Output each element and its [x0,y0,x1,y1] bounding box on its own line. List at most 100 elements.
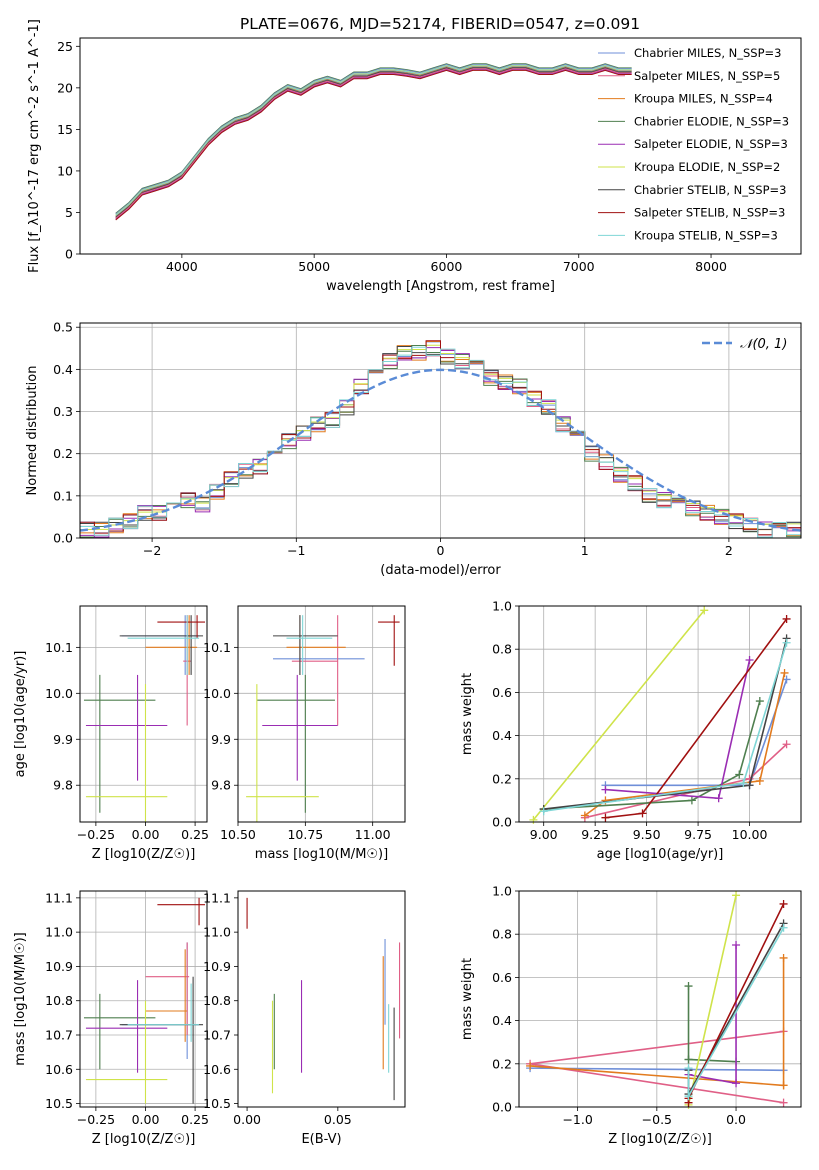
legend-label-normal: 𝒩(0, 1) [740,337,787,352]
legend-label-salpeter_elodie: Salpeter ELODIE, N_SSP=3 [634,137,788,151]
plot-area [80,891,207,1107]
x-tick-label: 9.25 [581,827,609,842]
x-tick-label: −0.25 [77,827,115,842]
weight-point-kroupa_miles [580,811,589,820]
weight-point-salpeter_elodie [601,785,610,794]
axes-frame [79,605,208,823]
weight-point-kroupa_stelib [684,1092,693,1101]
weight-point-kroupa_elodie [700,606,709,615]
x-tick-label: 0.05 [324,1112,352,1127]
x-tick-label: 6000 [431,259,463,274]
y-axis-label: mass weight [460,958,475,1040]
legend-label-kroupa_elodie: Kroupa ELODIE, N_SSP=2 [634,160,780,174]
model-spectrum-salpeter_stelib [115,69,632,221]
x-tick-label: 4000 [166,259,198,274]
panel-age_vs_mass: 10.50 10.75 11.00 9.8 9.9 10.0 10.1 mass [log10… [203,605,406,862]
x-tick-label: 10.50 [220,827,256,842]
x-tick-label: 1 [581,543,589,558]
model-spectrum-chabrier_stelib [115,67,632,218]
weight-point-salpeter_stelib [638,809,647,818]
x-axis-label: E(B-V) [301,1132,341,1147]
y-tick-label: 0.6 [492,970,512,985]
panel-residuals: −2 −1 0 1 2 0.0 0.1 0.2 0.3 0.4 0.5 (data-model)/er… [25,320,802,578]
weight-line-kroupa_elodie [687,895,737,1106]
weight-point-chabrier_elodie [735,770,744,779]
axes-frame [518,605,802,823]
y-axis-label: Flux [f_λ10^-17 erg cm^-2 s^-1 A^-1] [27,19,42,273]
x-tick-label: 9.00 [530,827,558,842]
y-tick-label: 9.9 [53,732,73,747]
weight-point-kroupa_miles [779,1081,788,1090]
y-axis-label: Normed distribution [25,366,40,496]
axes-frame [518,890,802,1108]
y-tick-label: 0.2 [492,1056,512,1071]
weight-point-chabrier_miles [782,675,791,684]
plot-area [238,891,405,1107]
y-tick-label: 11.0 [45,925,73,940]
weight-point-salpeter_stelib [779,899,788,908]
y-tick-label: 0.2 [53,446,73,461]
y-axis-label: mass weight [460,673,475,755]
y-tick-label: 10.7 [45,1028,73,1043]
x-tick-label: −1.0 [562,1112,592,1127]
x-axis-label: Z [log10(Z/Z☉)] [92,1132,196,1147]
legend-label-salpeter_miles: Salpeter MILES, N_SSP=5 [634,69,780,83]
weight-point-chabrier_elodie [755,697,764,706]
weight-point-chabrier_elodie [687,796,696,805]
weight-point-salpeter_stelib [782,614,791,623]
legend-label-chabrier_elodie: Chabrier ELODIE, N_SSP=3 [634,114,789,128]
y-tick-label: 25 [57,39,73,54]
weight-point-salpeter_miles [782,740,791,749]
x-tick-label: 0.00 [132,827,160,842]
x-axis-label: Z [log10(Z/Z☉)] [92,847,196,862]
x-tick-label: 0 [437,543,445,558]
x-tick-label: −0.25 [77,1112,115,1127]
model-spectrum-kroupa_stelib [115,65,632,216]
y-tick-label: 9.9 [211,732,231,747]
model-spectrum-chabrier_elodie [115,63,632,214]
weight-point-salpeter_miles [779,1098,788,1107]
legend-label-chabrier_stelib: Chabrier STELIB, N_SSP=3 [634,183,786,197]
x-tick-label: 10.75 [287,827,323,842]
x-tick-label: 0.00 [233,1112,261,1127]
panel-massweight_vs_age: 9.00 9.25 9.50 9.75 10.00 0.0 0.2 0.4 0.6 0.8 1.0 a… [460,599,802,862]
weight-line-kroupa_miles [584,672,786,817]
x-tick-label: 0.0 [726,1112,746,1127]
x-tick-label: 9.75 [684,827,712,842]
y-tick-label: 0.2 [492,771,512,786]
axes-frame [237,890,406,1108]
y-tick-label: 0.3 [53,404,73,419]
y-tick-label: 11.1 [45,890,73,905]
legend-label-kroupa_stelib: Kroupa STELIB, N_SSP=3 [634,228,778,242]
model-spectrum-salpeter_miles [115,68,632,219]
panel-mass_vs_EBV: 0.00 0.05 10.5 10.6 10.7 10.8 10.9 11.0 11.1 E(B-… [203,890,406,1147]
y-tick-label: 0.4 [492,1013,512,1028]
y-tick-label: 0.4 [53,362,73,377]
weight-point-kroupa_elodie [529,815,538,824]
legend-label-chabrier_miles: Chabrier MILES, N_SSP=3 [634,46,781,60]
model-spectrum-salpeter_elodie [115,69,632,220]
y-tick-label: 10.0 [203,686,231,701]
weight-point-kroupa_elodie [732,891,741,900]
axes-frame [79,37,802,255]
normal-curve [79,368,802,532]
y-tick-label: 1.0 [492,884,512,899]
weight-point-kroupa_stelib [739,779,748,788]
legend-label-salpeter_stelib: Salpeter STELIB, N_SSP=3 [634,206,785,220]
x-axis-label: wavelength [Angstrom, rest frame] [326,279,555,294]
y-tick-label: 0.6 [492,685,512,700]
weight-point-kroupa_miles [780,668,789,677]
x-tick-label: −1 [287,543,305,558]
weight-point-kroupa_miles [755,776,764,785]
weight-point-salpeter_elodie [714,794,723,803]
x-tick-label: −2 [143,543,161,558]
x-tick-label: 2 [725,543,733,558]
weight-point-salpeter_elodie [732,941,741,949]
panel-spectrum: 4000 5000 6000 7000 8000 0 5 10 15 20 25 wavelength… [27,19,802,294]
x-axis-label: age [log10(age/yr)] [597,847,724,862]
figure-title: PLATE=0676, MJD=52174, FIBERID=0547, z=0… [240,15,640,33]
legend-label-kroupa_miles: Kroupa MILES, N_SSP=4 [634,92,773,106]
weight-point-salpeter_elodie [732,1079,741,1088]
histogram-kroupa_stelib [80,346,801,538]
